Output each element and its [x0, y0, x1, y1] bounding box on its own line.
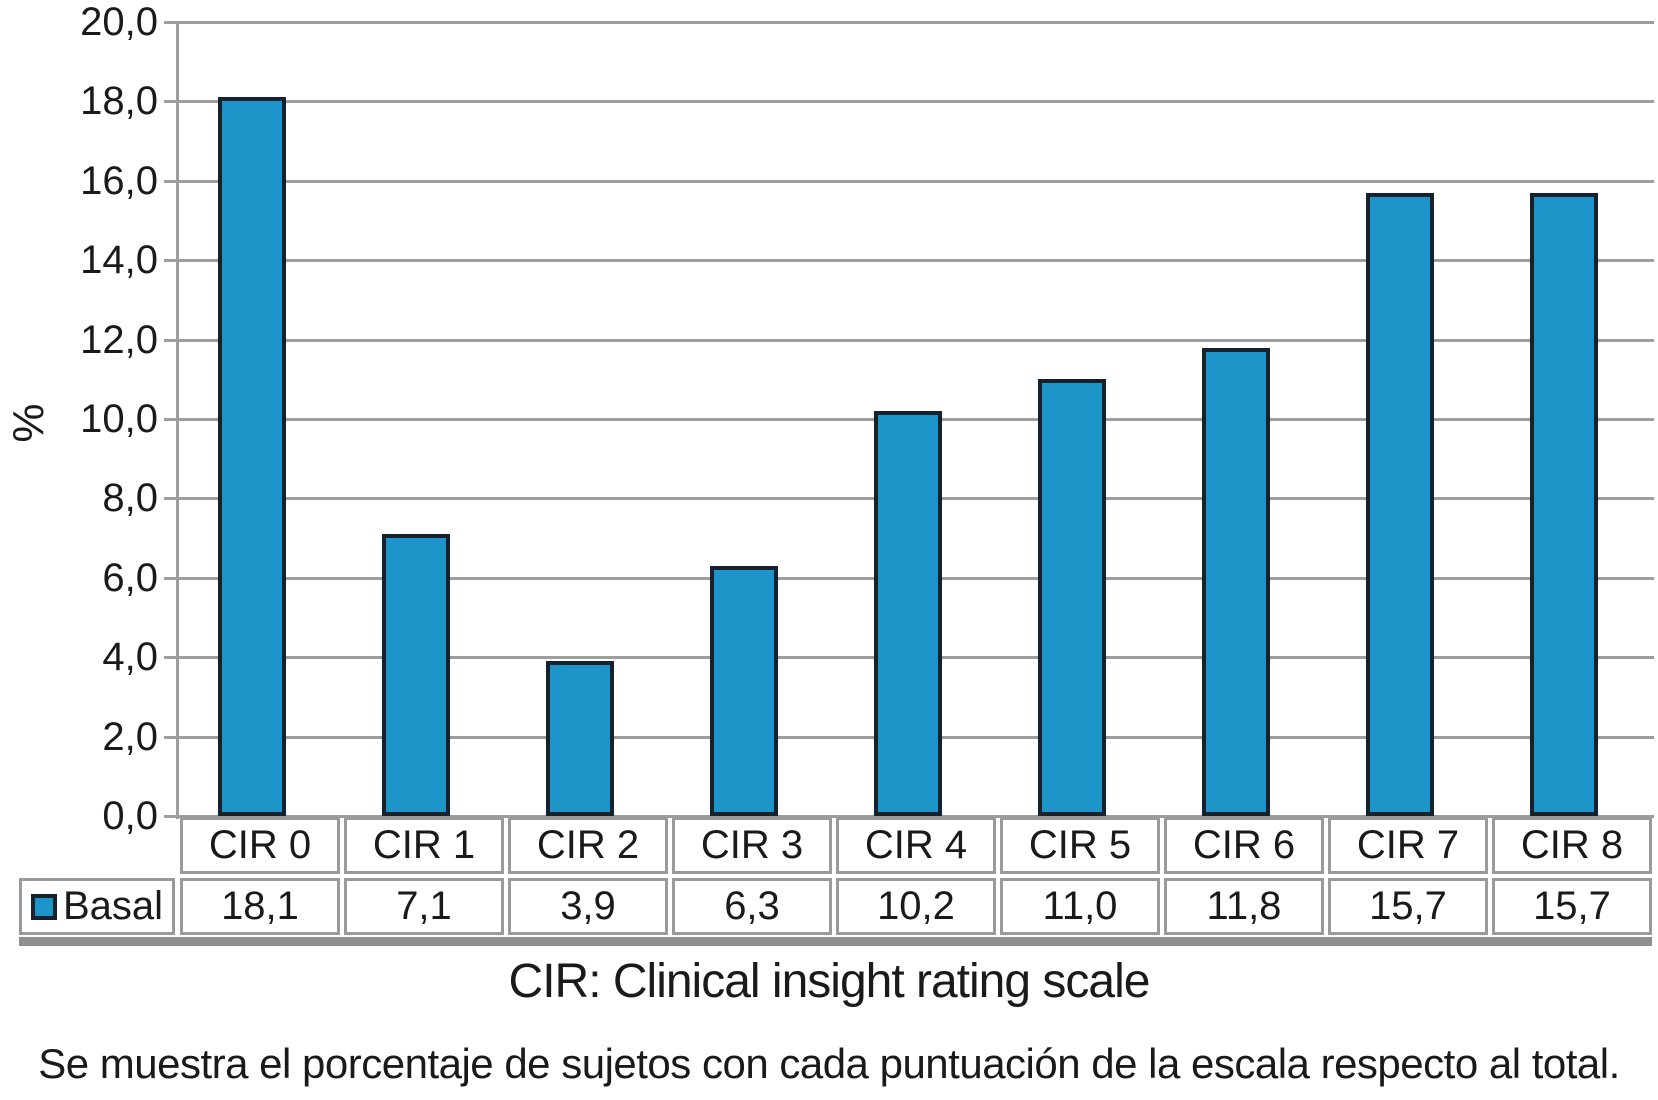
y-tick-label: 6,0: [102, 555, 158, 600]
y-axis-tick-mark: [164, 656, 178, 660]
value-cell-cir-0: 18,1: [180, 878, 340, 935]
y-tick-label: 2,0: [102, 714, 158, 759]
y-axis-tick-mark: [164, 100, 178, 104]
y-tick-label: 14,0: [80, 238, 158, 283]
gridline: [178, 21, 1654, 24]
figure-note: Se muestra el porcentaje de sujetos con …: [38, 1040, 1620, 1087]
category-cell-cir-2: CIR 2: [508, 817, 668, 874]
y-axis-tick-mark: [164, 418, 178, 421]
category-cell-cir-3: CIR 3: [672, 817, 832, 874]
bar-cir-2: [546, 661, 614, 816]
legend-swatch: [31, 893, 57, 920]
value-cell-cir-3: 6,3: [672, 878, 832, 935]
value-cell-cir-7: 15,7: [1328, 878, 1488, 935]
y-axis-tick-mark: [164, 21, 178, 24]
value-cell-cir-1: 7,1: [344, 878, 504, 935]
category-cell-cir-1: CIR 1: [344, 817, 504, 874]
y-axis-tick-mark: [164, 815, 178, 818]
gridline: [178, 338, 1654, 342]
y-tick-label: 10,0: [80, 397, 158, 441]
bar-cir-6: [1202, 348, 1270, 816]
gridline: [178, 100, 1654, 104]
bar-cir-8: [1530, 193, 1598, 816]
value-cell-cir-8: 15,7: [1492, 878, 1652, 935]
bar-cir-0: [218, 97, 286, 816]
bar-cir-1: [382, 534, 450, 816]
value-cell-cir-5: 11,0: [1000, 878, 1160, 935]
y-axis-tick-mark: [164, 338, 178, 342]
value-cell-cir-4: 10,2: [836, 878, 996, 935]
gridline: [178, 179, 1654, 183]
category-cell-cir-6: CIR 6: [1164, 817, 1324, 874]
category-cell-cir-0: CIR 0: [180, 817, 340, 874]
plot-area: [178, 21, 1654, 818]
value-cell-cir-2: 3,9: [508, 878, 668, 935]
category-cell-cir-8: CIR 8: [1492, 817, 1652, 874]
gridline: [178, 259, 1654, 263]
value-cell-cir-6: 11,8: [1164, 878, 1324, 935]
figure-caption: CIR: Clinical insight rating scale: [508, 955, 1151, 1008]
table-bottom-rule: [19, 937, 1652, 946]
category-cell-cir-7: CIR 7: [1328, 817, 1488, 874]
bar-cir-7: [1366, 193, 1434, 816]
y-axis-tick-mark: [164, 576, 178, 580]
y-tick-label: 4,0: [102, 635, 158, 680]
y-tick-label: 12,0: [80, 317, 158, 362]
bar-cir-4: [874, 411, 942, 816]
gridline: [178, 815, 1654, 818]
y-tick-label: 8,0: [102, 476, 158, 521]
y-axis-tick-mark: [164, 735, 178, 739]
y-tick-label: 16,0: [80, 158, 158, 203]
bar-cir-3: [710, 566, 778, 816]
y-tick-label: 18,0: [80, 79, 158, 124]
legend-cell: Basal: [19, 878, 175, 935]
y-axis-tick-mark: [164, 497, 178, 501]
y-tick-label: 20,0: [80, 0, 158, 44]
y-axis-tick-mark: [164, 259, 178, 263]
category-cell-cir-5: CIR 5: [1000, 817, 1160, 874]
series-name: Basal: [63, 884, 164, 928]
y-tick-label: 0,0: [102, 794, 158, 838]
category-cell-cir-4: CIR 4: [836, 817, 996, 874]
y-axis-tick-mark: [164, 179, 178, 183]
bar-cir-5: [1038, 379, 1106, 816]
